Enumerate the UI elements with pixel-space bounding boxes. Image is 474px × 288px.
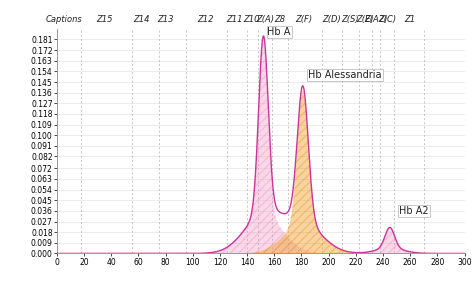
- Text: Z(S): Z(S): [342, 15, 359, 24]
- Text: Hb A2: Hb A2: [399, 206, 429, 216]
- Text: Z(A): Z(A): [256, 15, 274, 24]
- Text: Z10: Z10: [243, 15, 259, 24]
- Text: Z(C): Z(C): [378, 15, 396, 24]
- Text: Z11: Z11: [227, 15, 243, 24]
- Text: Z8: Z8: [274, 15, 285, 24]
- Text: Hb Alessandria: Hb Alessandria: [308, 70, 382, 80]
- Text: Z(D): Z(D): [322, 15, 341, 24]
- Text: Z(E): Z(E): [356, 15, 374, 24]
- Text: Z13: Z13: [157, 15, 174, 24]
- Text: Z(A2): Z(A2): [365, 15, 388, 24]
- Text: Z14: Z14: [133, 15, 149, 24]
- Text: Z1: Z1: [405, 15, 416, 24]
- Text: Z15: Z15: [96, 15, 113, 24]
- Text: Hb A: Hb A: [267, 27, 291, 37]
- Text: Captions: Captions: [46, 15, 82, 24]
- Text: Z12: Z12: [197, 15, 213, 24]
- Text: Z(F): Z(F): [296, 15, 313, 24]
